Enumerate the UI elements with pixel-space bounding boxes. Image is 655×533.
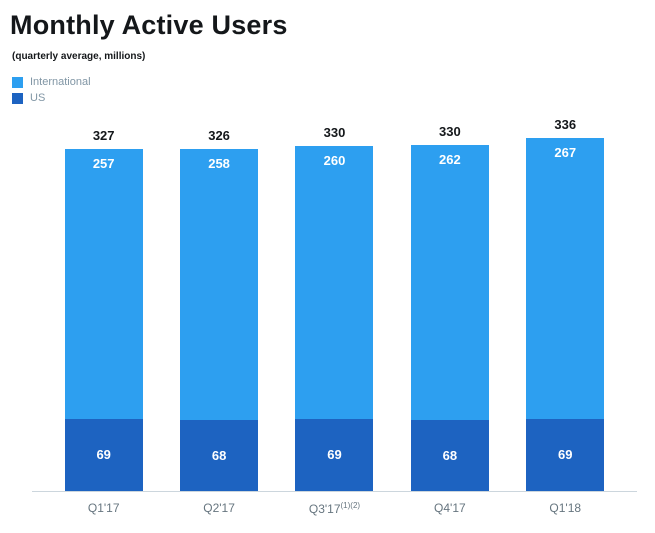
international-value-label: 258 bbox=[208, 155, 230, 171]
chart-subtitle: (quarterly average, millions) bbox=[12, 51, 146, 62]
segment-international: 258 bbox=[180, 148, 259, 420]
us-value-label: 68 bbox=[211, 447, 227, 463]
plot-area: 327 257 69 326 258 68 330 260 69 330 262 68 336 267 69 bbox=[32, 114, 637, 492]
x-axis-label: Q2'17 bbox=[203, 501, 235, 515]
segment-international: 257 bbox=[64, 148, 143, 419]
legend-label-us: US bbox=[30, 92, 46, 104]
bar-group: 326 258 68 bbox=[180, 127, 259, 491]
bar-group: 336 267 69 bbox=[526, 117, 605, 491]
legend-swatch-us-icon bbox=[12, 92, 23, 104]
segment-us: 69 bbox=[526, 418, 605, 491]
us-value-label: 69 bbox=[558, 447, 573, 463]
international-value-label: 262 bbox=[439, 151, 461, 167]
bar-group: 330 260 69 bbox=[295, 124, 374, 491]
x-axis-label: Q3'17(1)(2) bbox=[308, 501, 361, 516]
x-axis-labels: Q1'17 Q2'17 Q3'17(1)(2) Q4'17 Q1'18 bbox=[32, 492, 637, 516]
legend-label-international: International bbox=[30, 76, 91, 88]
bar-group: 330 262 68 bbox=[410, 123, 489, 491]
legend: International US bbox=[12, 76, 645, 104]
segment-international: 267 bbox=[526, 138, 605, 419]
chart-title: Monthly Active Users bbox=[10, 10, 288, 40]
segment-us: 68 bbox=[410, 419, 489, 491]
us-value-label: 68 bbox=[442, 447, 458, 463]
stacked-bar-chart: 327 257 69 326 258 68 330 260 69 330 262 68 336 267 69… bbox=[32, 114, 637, 516]
total-value-label: 336 bbox=[554, 117, 577, 133]
bar-group: 327 257 69 bbox=[64, 127, 143, 491]
legend-item-international: International bbox=[12, 76, 645, 88]
international-value-label: 260 bbox=[323, 152, 346, 168]
segment-us: 69 bbox=[64, 418, 143, 491]
segment-us: 69 bbox=[295, 418, 374, 491]
segment-international: 260 bbox=[295, 145, 374, 419]
legend-swatch-international-icon bbox=[12, 76, 23, 88]
segment-international: 262 bbox=[410, 144, 489, 420]
total-value-label: 330 bbox=[323, 124, 346, 140]
legend-item-us: US bbox=[12, 92, 645, 104]
us-value-label: 69 bbox=[327, 447, 342, 463]
international-value-label: 257 bbox=[92, 155, 115, 171]
x-axis-label: Q1'18 bbox=[549, 501, 582, 515]
us-value-label: 69 bbox=[96, 447, 111, 463]
international-value-label: 267 bbox=[554, 145, 577, 161]
footnote-marker: (1)(2) bbox=[340, 501, 361, 510]
total-value-label: 327 bbox=[92, 127, 115, 143]
total-value-label: 326 bbox=[208, 127, 230, 143]
x-axis-label: Q4'17 bbox=[434, 501, 466, 515]
x-axis-label: Q1'17 bbox=[87, 501, 120, 515]
segment-us: 68 bbox=[180, 419, 259, 491]
total-value-label: 330 bbox=[439, 123, 461, 139]
